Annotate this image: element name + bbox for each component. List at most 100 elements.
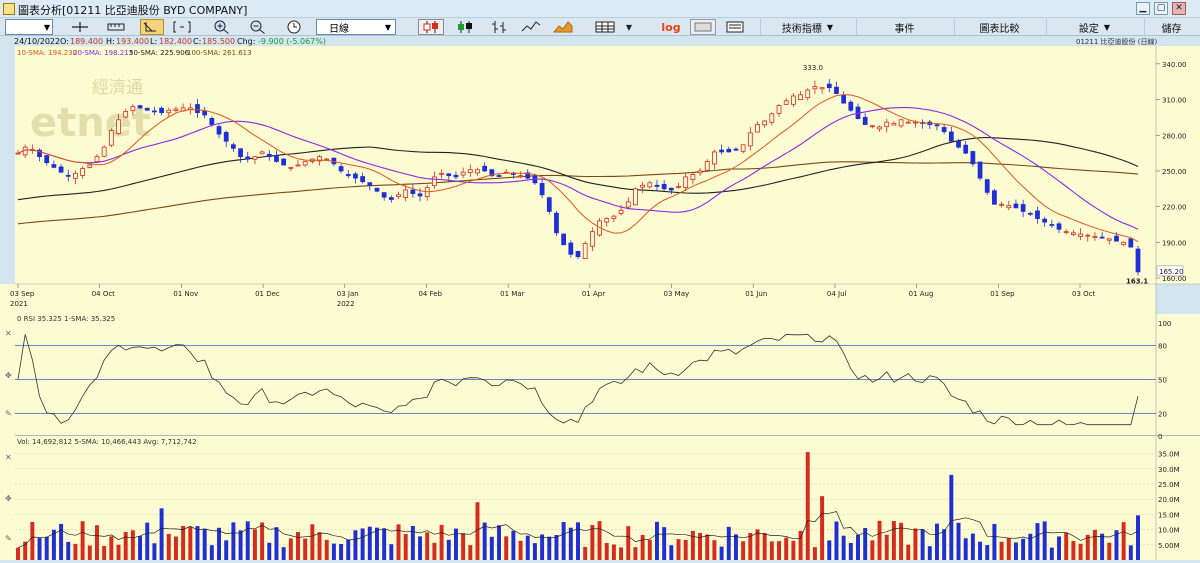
candle-body (683, 176, 689, 188)
volume-series (16, 452, 1140, 560)
candle-body (604, 218, 610, 223)
grid-dropdown-icon[interactable]: ▼ (625, 22, 633, 32)
quote-chg: -9.900 (-5.067%) (258, 37, 326, 46)
close-button[interactable]: ✕ (1172, 2, 1186, 15)
candle-body (489, 169, 495, 177)
volume-bar (73, 543, 78, 560)
close-panel-icon[interactable]: ✕ (5, 329, 12, 338)
technical-indicators-menu[interactable]: 技術指標 ▼ (760, 19, 854, 35)
chart-area[interactable]: 經濟通 etnet 24/10/2022 O: 189.400 H: 193.4… (0, 36, 1200, 563)
symbol-input[interactable]: ▼ (5, 19, 53, 35)
candle-body (963, 144, 969, 154)
clock-icon[interactable] (282, 19, 306, 35)
candle-body (130, 106, 136, 112)
candle-body (1035, 210, 1040, 219)
bracket-icon[interactable] (170, 19, 194, 35)
quote-open: 189.400 (70, 37, 103, 46)
log-scale-icon[interactable]: log (654, 19, 688, 35)
chart-compare-menu[interactable]: 圖表比較 (954, 19, 1044, 35)
candle-body (747, 132, 753, 147)
zoom-out-icon[interactable] (246, 19, 270, 35)
candle-body (123, 111, 129, 118)
grid-table-icon[interactable] (592, 19, 618, 35)
chart-compare-label: 圖表比較 (979, 23, 1020, 35)
volume-bar (906, 544, 911, 560)
candle-body (676, 186, 681, 188)
log-label: log (661, 20, 681, 34)
sma10-line (17, 94, 1139, 243)
candle-body (1013, 203, 1019, 209)
candle-body (1106, 238, 1112, 241)
fit-icon[interactable] (690, 19, 716, 35)
volume-bar (877, 520, 882, 560)
volume-bar (403, 534, 408, 560)
cross-cursor-icon[interactable] (68, 19, 92, 35)
candle-body (44, 155, 50, 164)
candle-body (525, 172, 531, 179)
period-select-value: 日線 (329, 23, 349, 35)
ohlc-bar-icon[interactable] (486, 19, 512, 35)
candle-body (625, 201, 631, 208)
quote-low: 182.400 (159, 37, 192, 46)
volume-bar (777, 541, 781, 560)
volume-axis (1156, 436, 1200, 560)
volume-bar (16, 547, 20, 560)
draw-line-icon[interactable] (140, 19, 164, 35)
settings-menu[interactable]: 設定 ▼ (1046, 19, 1142, 35)
title-bar: 圖表分析[01211 比亞迪股份 BYD COMPANY] ▁ ▢ ✕ (0, 0, 1200, 18)
zoom-in-icon[interactable] (210, 19, 234, 35)
save-menu[interactable]: 儲存 (1144, 19, 1198, 35)
candlestick-series (15, 79, 1141, 276)
sma50-legend: 50-SMA: 225.906 (129, 49, 190, 57)
events-menu[interactable]: 事件 (856, 19, 952, 35)
volume-bar (1121, 522, 1126, 560)
move-panel-icon[interactable]: ✥ (5, 494, 12, 503)
volume-bar (166, 533, 171, 560)
edit-panel-icon[interactable]: ✎ (5, 534, 12, 543)
window-title: 圖表分析[01211 比亞迪股份 BYD COMPANY] (18, 4, 248, 17)
candle-body (252, 156, 258, 160)
close-panel-icon[interactable]: ✕ (5, 453, 12, 462)
volume-bar (899, 522, 904, 560)
volume-bar (87, 545, 92, 560)
candle-body (554, 212, 559, 234)
move-panel-icon[interactable]: ✥ (5, 371, 12, 380)
candle-body (80, 168, 85, 176)
period-select[interactable]: 日線 ▼ (316, 19, 396, 35)
volume-bar (44, 536, 49, 560)
candle-body (460, 171, 466, 176)
quote-high: 193.400 (116, 37, 149, 46)
rsi-tick-label: 80 (1158, 343, 1167, 351)
volume-bar (719, 546, 724, 560)
candle-body (970, 151, 976, 165)
chevron-down-icon: ▼ (43, 23, 50, 32)
volume-bar (410, 525, 415, 560)
line-chart-icon[interactable] (518, 19, 544, 35)
mountain-chart-icon[interactable] (550, 19, 576, 35)
volume-bar (468, 545, 473, 560)
grid-layer (15, 345, 1156, 546)
candlestick-icon[interactable] (418, 19, 444, 35)
ruler-icon[interactable] (104, 19, 128, 35)
last-price-mark: 165.20 (1159, 268, 1184, 276)
sma20-line (17, 107, 1139, 230)
maximize-button[interactable]: ▢ (1154, 2, 1168, 15)
time-tick-label: 03 Sep (10, 290, 35, 298)
candle-body (15, 152, 21, 155)
volume-bar (95, 525, 99, 560)
chart-canvas[interactable]: 經濟通 etnet 24/10/2022 O: 189.400 H: 193.4… (0, 36, 1200, 563)
volume-bar (353, 530, 358, 560)
volume-bar (1100, 533, 1105, 560)
colored-candlestick-icon[interactable] (452, 19, 478, 35)
minimize-button[interactable]: ▁ (1136, 2, 1150, 15)
volume-bar (511, 530, 516, 560)
volume-bar (116, 544, 121, 560)
volume-tick-label: 10.0M (1158, 527, 1180, 535)
candle-body (568, 242, 574, 255)
rsi-tick-label: 100 (1158, 320, 1171, 328)
edit-panel-icon[interactable]: ✎ (5, 409, 12, 418)
export-icon[interactable] (722, 19, 748, 35)
volume-bar (518, 540, 523, 560)
candle-body (317, 156, 322, 162)
